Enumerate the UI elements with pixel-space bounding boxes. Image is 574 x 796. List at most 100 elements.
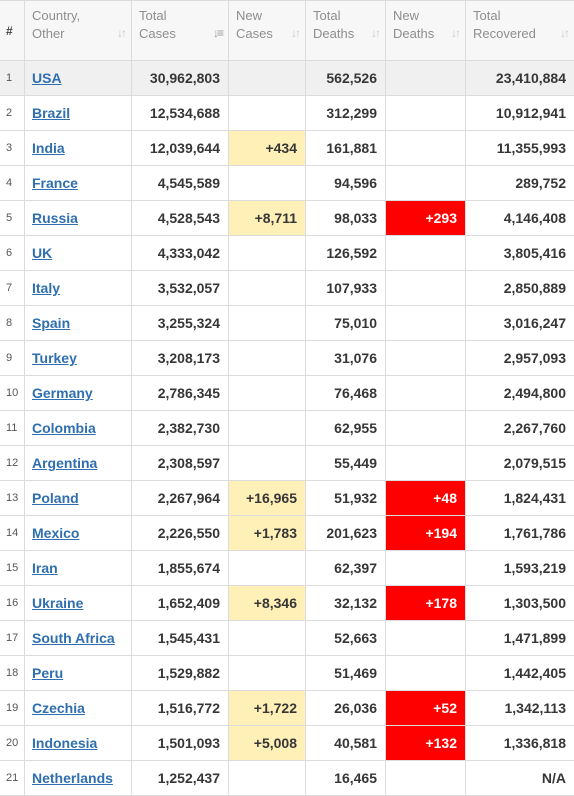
row-index: 18 [0,656,25,691]
new-deaths-cell: +178 [386,586,466,621]
new-cases-cell [229,166,306,201]
sort-icon[interactable]: ↓↑ [291,24,299,42]
total-recovered-cell: 289,752 [466,166,574,201]
country-link[interactable]: Turkey [32,350,77,366]
country-cell: Spain [25,306,132,341]
header-new-cases-line2: Cases [236,26,273,41]
header-total-cases-line2: Cases [139,26,176,41]
country-cell: India [25,131,132,166]
total-recovered-cell: 4,146,408 [466,201,574,236]
row-index: 17 [0,621,25,656]
row-index: 1 [0,61,25,96]
total-deaths-cell: 32,132 [306,586,386,621]
header-country-line2: Other [32,26,65,41]
country-link[interactable]: Poland [32,490,79,506]
country-cell: UK [25,236,132,271]
header-index[interactable]: # [0,1,25,61]
new-deaths-cell [386,656,466,691]
total-deaths-cell: 62,397 [306,551,386,586]
country-link[interactable]: Italy [32,280,60,296]
total-deaths-cell: 31,076 [306,341,386,376]
sort-icon[interactable]: ↓↑ [371,24,379,42]
country-link[interactable]: Mexico [32,525,79,541]
total-cases-cell: 3,532,057 [132,271,229,306]
total-recovered-cell: 2,850,889 [466,271,574,306]
new-deaths-cell [386,551,466,586]
country-link[interactable]: Brazil [32,105,70,121]
country-link[interactable]: Germany [32,385,93,401]
new-cases-cell: +1,783 [229,516,306,551]
country-link[interactable]: Russia [32,210,78,226]
header-total-deaths-line1: Total [313,8,340,23]
row-index: 5 [0,201,25,236]
header-total-deaths[interactable]: Total Deaths ↓↑ [306,1,386,61]
country-link[interactable]: Czechia [32,700,85,716]
country-link[interactable]: Indonesia [32,735,97,751]
country-link[interactable]: Colombia [32,420,96,436]
new-cases-cell: +1,722 [229,691,306,726]
header-total-recovered[interactable]: Total Recovered ↓↑ [466,1,574,61]
row-index: 7 [0,271,25,306]
country-link[interactable]: India [32,140,65,156]
country-link[interactable]: Argentina [32,455,97,471]
total-cases-cell: 1,652,409 [132,586,229,621]
total-cases-cell: 2,226,550 [132,516,229,551]
country-cell: USA [25,61,132,96]
total-cases-cell: 4,333,042 [132,236,229,271]
country-cell: Turkey [25,341,132,376]
total-cases-cell: 2,382,730 [132,411,229,446]
new-deaths-cell [386,446,466,481]
total-deaths-cell: 51,932 [306,481,386,516]
total-deaths-cell: 126,592 [306,236,386,271]
row-index: 20 [0,726,25,761]
sort-descending-icon[interactable]: ↓≡ [213,24,222,42]
header-new-deaths-line2: Deaths [393,26,434,41]
row-index: 3 [0,131,25,166]
header-total-deaths-line2: Deaths [313,26,354,41]
sort-icon[interactable]: ↓↑ [117,24,125,42]
country-link[interactable]: Ukraine [32,595,83,611]
new-cases-cell [229,306,306,341]
header-country[interactable]: Country, Other ↓↑ [25,1,132,61]
header-country-line1: Country, [32,8,80,23]
new-cases-cell: +434 [229,131,306,166]
total-recovered-cell: 3,016,247 [466,306,574,341]
new-deaths-cell: +194 [386,516,466,551]
header-new-cases[interactable]: New Cases ↓↑ [229,1,306,61]
header-new-deaths[interactable]: New Deaths ↓↑ [386,1,466,61]
new-deaths-cell: +52 [386,691,466,726]
row-index: 15 [0,551,25,586]
country-link[interactable]: South Africa [32,630,115,646]
country-link[interactable]: Peru [32,665,63,681]
row-index: 9 [0,341,25,376]
header-total-cases[interactable]: Total Cases ↓≡ [132,1,229,61]
total-recovered-cell: 23,410,884 [466,61,574,96]
country-link[interactable]: USA [32,70,62,86]
total-deaths-cell: 98,033 [306,201,386,236]
country-link[interactable]: Spain [32,315,70,331]
total-cases-cell: 2,786,345 [132,376,229,411]
country-link[interactable]: Netherlands [32,770,113,786]
total-cases-cell: 30,962,803 [132,61,229,96]
total-recovered-cell: 2,957,093 [466,341,574,376]
total-deaths-cell: 107,933 [306,271,386,306]
total-recovered-cell: 2,494,800 [466,376,574,411]
new-cases-cell [229,551,306,586]
row-index: 6 [0,236,25,271]
total-recovered-cell: 1,471,899 [466,621,574,656]
total-cases-cell: 2,308,597 [132,446,229,481]
country-link[interactable]: Iran [32,560,58,576]
new-deaths-cell [386,376,466,411]
sort-icon[interactable]: ↓↑ [451,24,459,42]
country-link[interactable]: UK [32,245,52,261]
new-deaths-cell [386,131,466,166]
country-link[interactable]: France [32,175,78,191]
sort-icon[interactable]: ↓↑ [560,24,568,42]
row-index: 12 [0,446,25,481]
